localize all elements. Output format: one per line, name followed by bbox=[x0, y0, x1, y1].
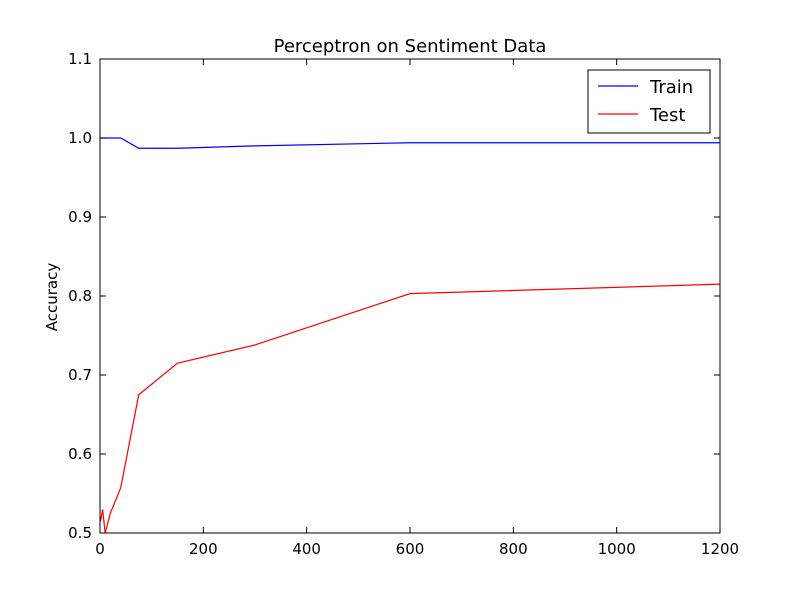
chart-title: Perceptron on Sentiment Data bbox=[274, 36, 547, 57]
x-tick-label: 1000 bbox=[598, 540, 636, 558]
legend-box bbox=[587, 69, 711, 134]
y-tick-label: 1.1 bbox=[68, 50, 92, 68]
y-tick-label: 0.7 bbox=[68, 366, 92, 384]
y-axis-label: Accuracy bbox=[43, 263, 61, 332]
x-tick-label: 200 bbox=[189, 540, 218, 558]
series-line-test bbox=[100, 283, 720, 533]
plot-area: 0 200 400 600 800 1000 1200 0.5 0.6 0.7 0.8 0.9 1.0 1… bbox=[68, 50, 739, 558]
legend-label-train: Train bbox=[649, 77, 693, 98]
x-tick-label: 1200 bbox=[701, 540, 739, 558]
x-tick-label: 400 bbox=[292, 540, 321, 558]
y-tick-label: 0.5 bbox=[68, 524, 92, 542]
y-tick-label: 0.9 bbox=[68, 208, 92, 226]
x-tick-label: 0 bbox=[95, 540, 105, 558]
y-tick-label: 0.8 bbox=[68, 287, 92, 305]
x-tick-label: 800 bbox=[499, 540, 528, 558]
y-tick-label: 1.0 bbox=[68, 129, 92, 147]
x-tick-label: 600 bbox=[396, 540, 425, 558]
legend-label-test: Test bbox=[649, 105, 685, 126]
y-tick-label: 0.6 bbox=[68, 445, 92, 463]
